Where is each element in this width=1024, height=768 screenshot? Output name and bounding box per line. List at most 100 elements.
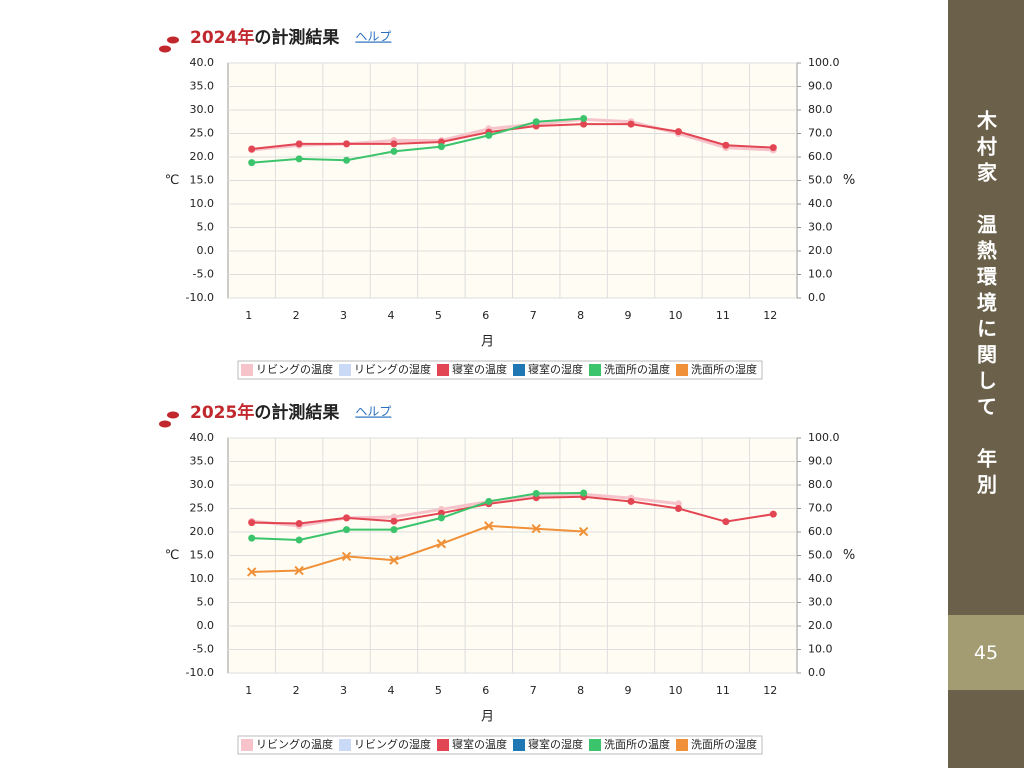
point-marker: [437, 514, 445, 522]
x-tick-label: 9: [625, 684, 632, 697]
point-marker: [248, 534, 256, 542]
y2-tick-label: 100.0: [808, 56, 840, 69]
point-marker: [341, 551, 352, 562]
point-marker: [390, 140, 398, 148]
x-tick-label: 9: [625, 309, 632, 322]
footprint: [167, 411, 179, 419]
y2-tick-label: 80.0: [808, 478, 833, 491]
y-tick-label: 20.0: [190, 150, 215, 163]
legend-swatch: [676, 739, 688, 751]
point-marker: [343, 514, 351, 522]
x-tick-label: 6: [482, 684, 489, 697]
x-tick-label: 11: [716, 684, 730, 697]
legend-label: 洗面所の湿度: [691, 737, 757, 751]
point-marker: [294, 565, 304, 576]
point-marker: [343, 526, 351, 534]
x-axis-label: 月: [481, 710, 494, 725]
point-marker: [580, 120, 588, 128]
legend-swatch: [513, 364, 525, 376]
help-link[interactable]: ヘルプ: [355, 30, 391, 44]
y-tick-label: 40.0: [190, 56, 215, 69]
y-tick-label: -5.0: [193, 643, 214, 656]
legend-label: 洗面所の温度: [604, 737, 670, 751]
y-tick-label: 20.0: [190, 525, 215, 538]
y-tick-label: 10.0: [190, 572, 215, 585]
title-year: 2024年: [190, 27, 254, 48]
y2-tick-label: 40.0: [808, 572, 833, 585]
y2-tick-label: 0.0: [808, 291, 826, 304]
y2-tick-label: 40.0: [808, 197, 833, 210]
title-text: の計測結果: [254, 402, 339, 423]
y-tick-label: 25.0: [190, 502, 215, 515]
footprint: [159, 420, 171, 428]
y-axis-label: ℃: [165, 548, 180, 563]
y2-tick-label: 90.0: [808, 80, 833, 93]
legend-swatch: [241, 739, 253, 751]
point-marker: [674, 505, 682, 512]
point-marker: [390, 526, 398, 534]
y-tick-label: 35.0: [190, 80, 215, 93]
y-tick-label: 15.0: [190, 174, 215, 187]
point-marker: [484, 521, 494, 531]
y-tick-label: 5.0: [197, 221, 215, 234]
legend-label: 寝室の温度: [452, 737, 507, 751]
help-link[interactable]: ヘルプ: [355, 405, 391, 419]
legend-swatch: [339, 364, 351, 376]
point-marker: [389, 555, 399, 565]
footprint: [159, 45, 171, 53]
sidebar-heading: 木村家 温熱環境に関して 年別: [973, 110, 998, 500]
y2-tick-label: 60.0: [808, 525, 833, 538]
y-tick-label: 30.0: [190, 103, 215, 116]
point-marker: [248, 145, 256, 153]
y2-tick-label: 60.0: [808, 150, 833, 163]
y2-tick-label: 50.0: [808, 174, 833, 187]
x-tick-label: 10: [668, 309, 682, 322]
legend-label: 洗面所の温度: [604, 362, 670, 376]
point-marker: [722, 141, 730, 149]
y2-tick-label: 70.0: [808, 127, 833, 140]
legend-swatch: [513, 739, 525, 751]
point-marker: [485, 131, 493, 139]
y-tick-label: -10.0: [186, 291, 214, 304]
point-marker: [485, 497, 493, 505]
point-marker: [248, 519, 256, 527]
x-tick-label: 1: [245, 309, 252, 322]
point-marker: [627, 497, 635, 505]
y-tick-label: 0.0: [197, 619, 215, 632]
x-axis-label: 月: [481, 335, 494, 350]
x-tick-label: 3: [340, 309, 347, 322]
legend-swatch: [589, 739, 601, 751]
y2-axis-label: %: [843, 548, 855, 563]
x-tick-label: 4: [387, 684, 394, 697]
series-line: [251, 491, 584, 541]
point-marker: [580, 114, 588, 122]
legend-label: 寝室の湿度: [528, 737, 583, 751]
x-tick-label: 1: [245, 684, 252, 697]
x-tick-label: 2: [293, 684, 300, 697]
point-marker: [532, 118, 540, 126]
y-tick-label: 15.0: [190, 549, 215, 562]
y-tick-label: 0.0: [197, 244, 215, 257]
point-marker: [248, 159, 256, 167]
y-tick-label: 5.0: [197, 596, 215, 609]
x-tick-label: 5: [435, 309, 442, 322]
point-marker: [531, 524, 541, 534]
legend-label: リビングの温度: [256, 737, 333, 751]
y-tick-label: 25.0: [190, 127, 215, 140]
legend-label: リビングの温度: [256, 362, 333, 376]
x-tick-label: 8: [577, 309, 584, 322]
legend-box: [237, 735, 763, 755]
point-marker: [436, 539, 447, 549]
x-tick-label: 3: [340, 684, 347, 697]
x-tick-label: 6: [482, 309, 489, 322]
point-marker: [295, 155, 303, 163]
y-tick-label: -10.0: [186, 666, 214, 679]
page-number: 45: [948, 615, 1024, 690]
x-tick-label: 8: [577, 684, 584, 697]
y-tick-label: 40.0: [190, 431, 215, 444]
point-marker: [532, 489, 540, 497]
y2-axis-label: %: [843, 173, 855, 188]
y2-tick-label: 100.0: [808, 431, 840, 444]
point-marker: [343, 156, 351, 164]
y2-tick-label: 20.0: [808, 619, 833, 632]
